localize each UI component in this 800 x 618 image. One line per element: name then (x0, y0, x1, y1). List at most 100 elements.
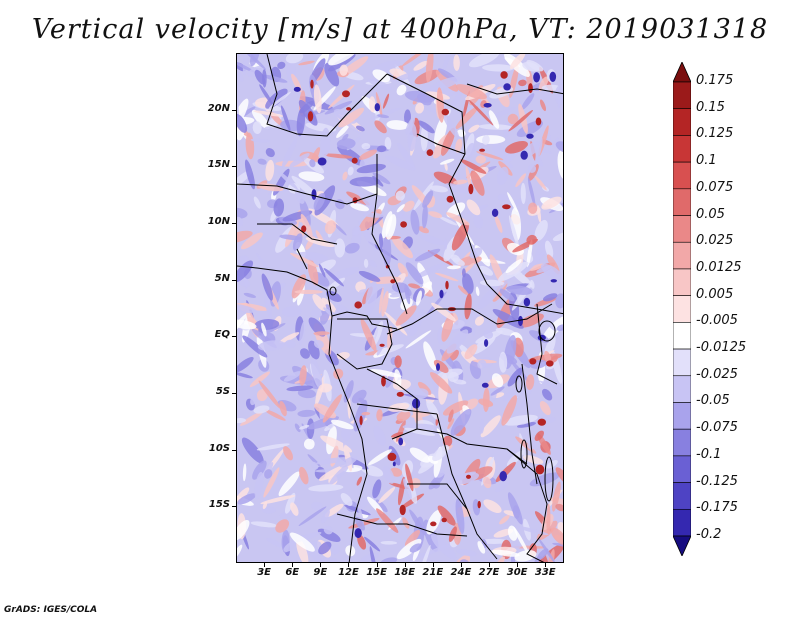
country-border (386, 73, 466, 185)
intense-cell (529, 358, 537, 365)
field-blob (483, 499, 502, 514)
field-blob (442, 400, 469, 416)
field-blob (242, 463, 247, 482)
field-blob (297, 409, 316, 417)
intense-cell (533, 72, 540, 83)
field-blob (312, 294, 327, 312)
field-blob (249, 371, 270, 388)
field-blob (333, 368, 344, 380)
field-blob (462, 273, 474, 295)
field-blob (504, 150, 518, 163)
intense-cell (346, 107, 352, 111)
field-blob (473, 214, 484, 229)
field-blob (298, 60, 315, 66)
field-blob (527, 440, 537, 450)
field-blob (499, 515, 510, 525)
field-blob (409, 543, 422, 553)
field-blob (407, 123, 417, 152)
field-blob (364, 536, 381, 552)
field-blob (419, 234, 445, 246)
field-blob (411, 412, 431, 418)
lon-tick-mark (264, 563, 266, 567)
field-blob (382, 465, 395, 484)
field-blob (550, 355, 558, 363)
field-blob (397, 476, 406, 506)
lake-outline (538, 320, 556, 342)
field-blob (407, 312, 417, 322)
field-blob (279, 400, 287, 417)
field-blob (555, 503, 563, 512)
field-blob (506, 450, 524, 467)
field-blob (505, 259, 522, 274)
field-blob (525, 374, 535, 390)
lat-tick-mark (232, 336, 236, 338)
field-blob (281, 138, 298, 168)
field-blob (478, 265, 494, 276)
intense-cell (550, 279, 557, 283)
field-blob (405, 476, 418, 504)
lake-outline (544, 456, 554, 502)
field-blob (300, 213, 313, 238)
field-blob (541, 84, 561, 91)
field-blob (299, 100, 314, 114)
field-blob (538, 76, 549, 92)
field-blob (453, 179, 468, 185)
field-blob (442, 435, 453, 447)
lat-tick-label: 10N (207, 216, 230, 227)
intense-cell (441, 517, 447, 523)
field-blob (432, 444, 450, 462)
field-blob (507, 113, 519, 125)
field-blob (445, 212, 470, 226)
intense-cell (392, 461, 396, 467)
lake-outline (520, 439, 528, 469)
field-blob (367, 78, 393, 91)
field-blob (298, 171, 325, 182)
field-blob (257, 340, 286, 352)
field-blob (307, 416, 340, 430)
field-blob (396, 84, 407, 96)
field-blob (237, 544, 243, 560)
lon-tick-mark (460, 563, 462, 567)
lon-tick-label: 6E (285, 567, 300, 578)
intense-cell (477, 500, 481, 509)
field-blob (300, 348, 310, 359)
field-blob (299, 466, 309, 485)
field-blob (369, 546, 378, 562)
field-blob (444, 183, 469, 194)
intense-cell (399, 504, 406, 516)
colorbar-swatch (673, 161, 691, 190)
field-blob (491, 373, 504, 388)
field-blob (365, 280, 378, 315)
intense-cell (502, 204, 511, 210)
field-blob (408, 283, 421, 289)
field-blob (414, 262, 445, 279)
field-blob (405, 116, 416, 135)
field-blob (324, 220, 337, 235)
field-blob (340, 492, 353, 507)
field-blob (309, 159, 316, 168)
field-blob (536, 205, 542, 223)
field-blob (257, 158, 267, 165)
field-blob (262, 501, 268, 510)
country-border (331, 311, 398, 330)
colorbar-label: -0.025 (696, 366, 738, 382)
field-blob (556, 324, 563, 332)
field-blob (265, 88, 288, 109)
field-blob (441, 54, 454, 75)
field-blob (311, 461, 319, 470)
field-blob (488, 110, 500, 129)
field-blob (403, 109, 412, 125)
field-blob (542, 293, 558, 302)
field-blob (441, 127, 456, 156)
field-blob (350, 203, 370, 212)
field-blob (449, 314, 471, 333)
intense-cell (503, 83, 511, 91)
field-blob (453, 54, 460, 71)
field-blob (318, 541, 332, 555)
field-blob (337, 145, 365, 166)
field-blob (286, 385, 314, 392)
field-blob (539, 401, 551, 416)
field-blob (263, 467, 280, 498)
colorbar-label: -0.005 (696, 313, 738, 329)
field-blob (541, 314, 557, 332)
